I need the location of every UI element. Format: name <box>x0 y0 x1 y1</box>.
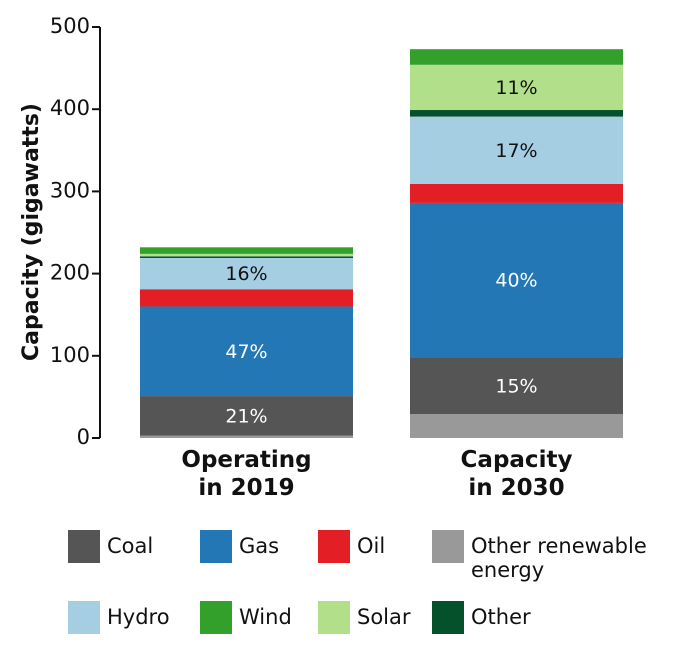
legend-swatch <box>432 530 464 563</box>
legend-item: Wind <box>200 601 330 634</box>
data-label: 47% <box>225 341 267 363</box>
data-label: 11% <box>495 77 537 99</box>
data-label: 21% <box>225 405 267 427</box>
legend-swatch <box>68 530 100 563</box>
legend-swatch <box>68 601 100 634</box>
legend-label: Wind <box>239 605 292 629</box>
bar-segment <box>140 257 353 290</box>
y-tick-label: 0 <box>77 425 90 449</box>
legend-item: Solar <box>318 601 448 634</box>
y-tick-label: 200 <box>50 261 90 285</box>
legend-swatch <box>432 601 464 634</box>
bar-segment <box>410 184 623 203</box>
legend-swatch <box>200 530 232 563</box>
x-tick-label: Operating in 2019 <box>181 447 312 501</box>
bar-segment <box>410 357 623 415</box>
legend-item: Other renewable energy <box>432 530 672 582</box>
bar-segment <box>140 396 353 436</box>
legend-label: Other renewable energy <box>471 534 647 582</box>
bar-segment <box>140 247 353 254</box>
y-tick-label: 500 <box>50 14 90 38</box>
bar-segment <box>410 64 623 111</box>
legend-item: Gas <box>200 530 330 563</box>
bar-segment <box>140 253 353 257</box>
bar-segment <box>140 306 353 397</box>
y-tick-label: 400 <box>50 96 90 120</box>
legend-swatch <box>318 530 350 563</box>
legend-item: Other <box>432 601 562 634</box>
bar-segment <box>410 110 623 117</box>
bar-segment <box>410 49 623 65</box>
legend-swatch <box>318 601 350 634</box>
bar-segment <box>140 435 353 438</box>
legend-item: Hydro <box>68 601 198 634</box>
legend-item: Oil <box>318 530 448 563</box>
bar-segment <box>410 414 623 438</box>
legend-swatch <box>200 601 232 634</box>
data-label: 17% <box>495 140 537 162</box>
legend-label: Coal <box>107 534 154 558</box>
legend-item: Coal <box>68 530 198 563</box>
y-tick-label: 300 <box>50 178 90 202</box>
y-axis-label: Capacity (gigawatts) <box>19 103 44 361</box>
bar-segment <box>410 116 623 185</box>
data-label: 16% <box>225 263 267 285</box>
bar-segment <box>140 289 353 307</box>
legend-label: Gas <box>239 534 280 558</box>
legend-label: Oil <box>357 534 386 558</box>
data-label: 15% <box>495 375 537 397</box>
legend-label: Other <box>471 605 531 629</box>
legend-label: Hydro <box>107 605 170 629</box>
legend-label: Solar <box>357 605 411 629</box>
bar-segment <box>410 202 623 358</box>
x-tick-label: Capacity in 2030 <box>460 447 573 501</box>
bar-segment <box>140 256 353 258</box>
data-label: 40% <box>495 270 537 292</box>
y-tick-label: 100 <box>50 343 90 367</box>
